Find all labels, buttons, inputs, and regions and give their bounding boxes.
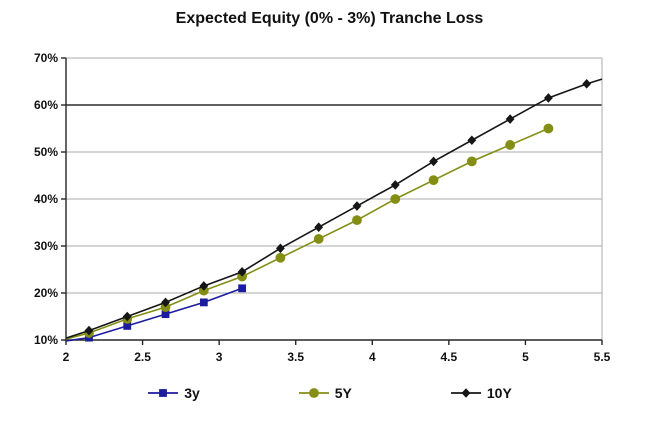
data-point-square: [238, 284, 247, 293]
data-point-diamond: [199, 281, 209, 291]
chart-legend: 3y 5Y 10Y: [0, 386, 659, 400]
gridlines: [66, 57, 603, 340]
data-point-diamond: [161, 297, 170, 308]
data-point-diamond: [237, 267, 247, 277]
chart-title: Expected Equity (0% - 3%) Tranche Loss: [175, 10, 484, 27]
data-point-diamond: [84, 325, 94, 336]
data-point-diamond: [505, 114, 515, 124]
x-axis-tick-label: 2.5: [134, 350, 151, 364]
series-line: [65, 127, 549, 340]
series-10y: [65, 78, 603, 339]
data-point-circle: [275, 252, 286, 263]
data-point-diamond: [461, 388, 471, 398]
axis-tick-labels: 10% 20% 30% 40% 50% 60% 70% 2 2.5 3 3.5 4 4.5 5 5.5: [34, 51, 611, 364]
x-axis-tick-label: 5: [522, 350, 529, 364]
data-point-circle: [505, 140, 516, 150]
x-axis-tick-label: 3.5: [287, 350, 304, 364]
series-line: [65, 78, 603, 339]
data-point-circle: [428, 175, 439, 186]
data-point-diamond: [429, 156, 438, 167]
data-point-circle: [352, 215, 362, 226]
legend-item-10y: 10Y: [450, 386, 512, 400]
legend-label: 5Y: [334, 385, 352, 401]
data-point-circle: [466, 156, 477, 167]
legend-marker-5y-circle-icon: [298, 388, 329, 398]
x-axis-tick-label: 5.5: [594, 350, 611, 364]
axes: [61, 57, 603, 345]
data-point-diamond: [544, 93, 553, 103]
data-point-diamond: [276, 243, 285, 254]
legend-item-5y: 5Y: [298, 386, 352, 400]
y-axis-tick-label: 50%: [34, 145, 58, 159]
y-axis-tick-label: 70%: [34, 51, 58, 65]
legend-item-3y: 3y: [147, 386, 200, 400]
legend-label: 10Y: [486, 385, 512, 401]
y-axis-tick-label: 60%: [34, 98, 58, 112]
x-axis-tick-label: 4.5: [441, 350, 458, 364]
data-point-diamond: [467, 135, 477, 146]
data-point-square: [123, 322, 132, 330]
legend-label: 3y: [184, 385, 200, 401]
data-point-square: [161, 310, 170, 319]
y-axis-tick-label: 20%: [34, 286, 58, 300]
data-point-diamond: [122, 311, 132, 322]
data-point-diamond: [352, 201, 362, 211]
plot-area: 10% 20% 30% 40% 50% 60% 70% 2 2.5 3 3.5 4 4.5 5 5.5: [34, 51, 611, 364]
data-point-diamond: [314, 222, 324, 232]
data-point-circle: [313, 234, 324, 244]
data-point-circle: [308, 388, 319, 398]
data-point-diamond: [582, 79, 592, 89]
y-axis-tick-label: 40%: [34, 192, 58, 206]
data-point-diamond: [390, 180, 400, 190]
y-axis-tick-label: 30%: [34, 239, 58, 253]
data-point-circle: [390, 194, 401, 204]
legend-marker-3y-square-icon: [148, 389, 179, 397]
data-point-circle: [543, 123, 554, 134]
legend-marker-10y-diamond-icon: [450, 388, 481, 398]
x-axis-tick-label: 3: [216, 350, 223, 364]
y-axis-tick-label: 10%: [34, 333, 58, 347]
x-axis-tick-label: 2: [63, 350, 70, 364]
data-series: [65, 78, 603, 342]
x-axis-tick-label: 4: [369, 350, 376, 364]
data-point-square: [159, 389, 168, 397]
data-point-square: [199, 298, 208, 307]
